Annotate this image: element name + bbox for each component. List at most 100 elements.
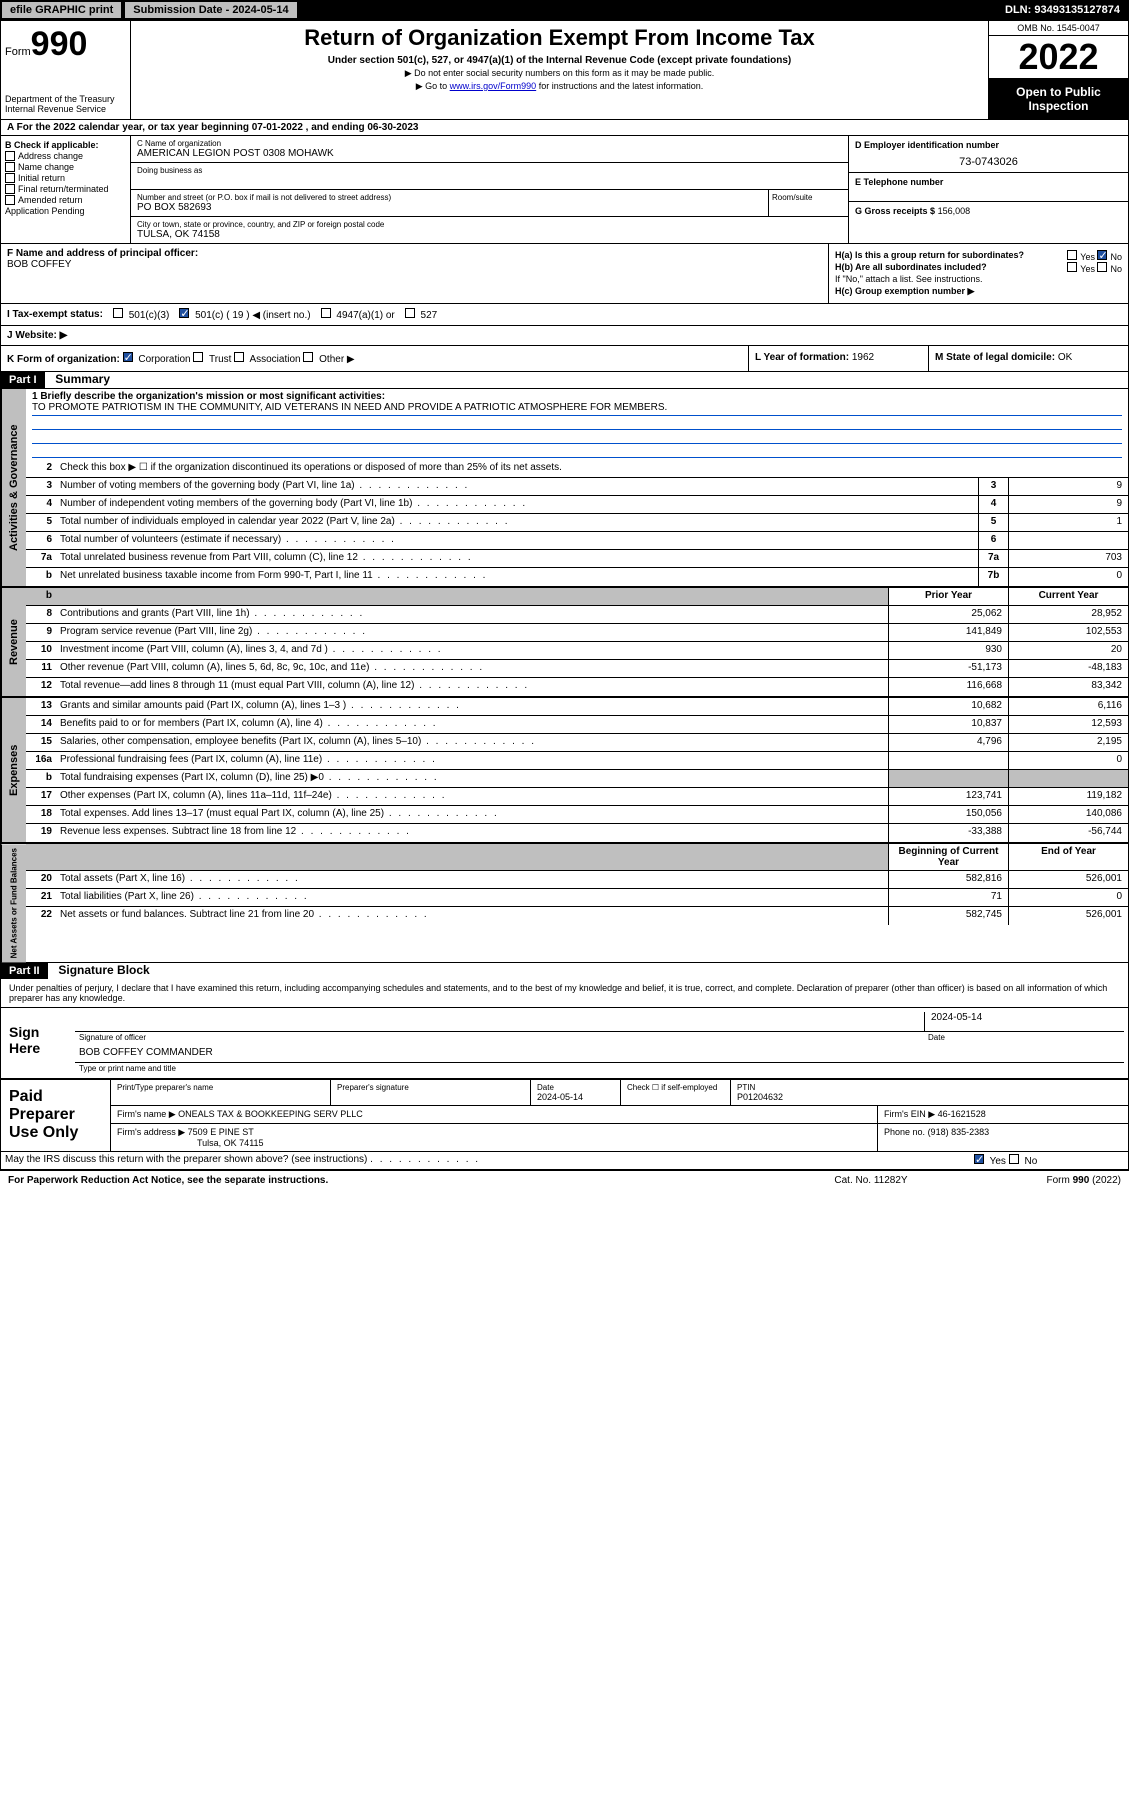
box-f-label: F Name and address of principal officer: (7, 248, 822, 259)
firm-ein-label: Firm's EIN ▶ (884, 1109, 935, 1119)
firm-addr-label: Firm's address ▶ (117, 1127, 185, 1137)
officer-name-title: BOB COFFEY COMMANDER (75, 1043, 217, 1062)
prior-year-head: Prior Year (888, 588, 1008, 605)
prep-sig-label: Preparer's signature (337, 1083, 524, 1092)
chk-4947[interactable] (321, 308, 331, 318)
summary-row: 13Grants and similar amounts paid (Part … (26, 698, 1128, 716)
paid-preparer-label: Paid Preparer Use Only (1, 1080, 111, 1151)
discuss-question: May the IRS discuss this return with the… (5, 1154, 367, 1165)
hb-yes-lbl: Yes (1080, 264, 1095, 274)
prep-date: 2024-05-14 (537, 1092, 614, 1102)
summary-row: 22Net assets or fund balances. Subtract … (26, 907, 1128, 925)
form-label: Form (5, 46, 31, 58)
discuss-no[interactable] (1009, 1154, 1019, 1164)
summary-row: 19Revenue less expenses. Subtract line 1… (26, 824, 1128, 842)
summary-row: 16aProfessional fundraising fees (Part I… (26, 752, 1128, 770)
submission-date: Submission Date - 2024-05-14 (124, 1, 297, 19)
declaration-text: Under penalties of perjury, I declare th… (1, 979, 1128, 1008)
firm-name-label: Firm's name ▶ (117, 1109, 176, 1119)
boxes-d-e-g: D Employer identification number 73-0743… (848, 136, 1128, 243)
lbl-4947: 4947(a)(1) or (336, 310, 394, 321)
lbl-final-return: Final return/terminated (18, 184, 109, 194)
chk-501c[interactable] (179, 308, 189, 318)
dln: DLN: 93493135127874 (997, 2, 1128, 18)
hb-no[interactable] (1097, 262, 1107, 272)
chk-address-change[interactable] (5, 151, 15, 161)
firm-name: ONEALS TAX & BOOKKEEPING SERV PLLC (178, 1109, 363, 1119)
lbl-app-pending: Application Pending (5, 206, 85, 216)
box-m-label: M State of legal domicile: (935, 352, 1055, 363)
part-ii: Part II Signature Block Under penalties … (1, 963, 1128, 1169)
ptin-value: P01204632 (737, 1092, 1122, 1102)
form-990: Form990 Department of the Treasury Inter… (0, 20, 1129, 1170)
chk-corp[interactable] (123, 352, 133, 362)
ein-label: D Employer identification number (855, 140, 1122, 150)
chk-501c3[interactable] (113, 308, 123, 318)
instructions-link-line: ▶ Go to www.irs.gov/Form990 for instruct… (139, 81, 980, 92)
lbl-527: 527 (421, 310, 438, 321)
period-label: A For the 2022 calendar year, or tax yea… (7, 122, 252, 133)
irs-link[interactable]: www.irs.gov/Form990 (450, 81, 537, 91)
officer-name: BOB COFFEY (7, 259, 822, 270)
link-post: for instructions and the latest informat… (536, 81, 703, 91)
period-begin: 07-01-2022 (252, 122, 303, 133)
part-ii-title: Signature Block (50, 961, 157, 979)
chk-final-return[interactable] (5, 184, 15, 194)
efile-print-button[interactable]: efile GRAPHIC print (1, 1, 122, 19)
period-mid: , and ending (306, 122, 368, 133)
box-b: B Check if applicable: Address change Na… (1, 136, 131, 243)
ptin-label: PTIN (737, 1083, 1122, 1092)
sig-date-label: Date (924, 1032, 1124, 1043)
lbl-501c: 501(c) ( 19 ) ◀ (insert no.) (195, 310, 311, 321)
ha-no-lbl: No (1110, 252, 1122, 262)
box-k-label: K Form of organization: (7, 354, 120, 365)
lbl-name-change: Name change (18, 162, 74, 172)
tax-period-row: A For the 2022 calendar year, or tax yea… (1, 120, 1128, 136)
gross-receipts-value: 156,008 (938, 206, 971, 216)
period-end: 06-30-2023 (367, 122, 418, 133)
form-header: Form990 Department of the Treasury Inter… (1, 21, 1128, 120)
ssn-note: ▶ Do not enter social security numbers o… (139, 68, 980, 79)
vtab-expenses: Expenses (1, 698, 26, 842)
hb-yes[interactable] (1067, 262, 1077, 272)
check-self-employed: Check ☐ if self-employed (627, 1083, 724, 1092)
box-i: I Tax-exempt status: 501(c)(3) 501(c) ( … (1, 304, 1128, 326)
summary-row: 8Contributions and grants (Part VIII, li… (26, 606, 1128, 624)
part-i-title: Summary (47, 370, 118, 388)
form-id-block: Form990 Department of the Treasury Inter… (1, 21, 131, 119)
prep-date-label: Date (537, 1083, 614, 1092)
prep-name-label: Print/Type preparer's name (117, 1083, 324, 1092)
hb-note: If "No," attach a list. See instructions… (835, 274, 1122, 284)
chk-name-change[interactable] (5, 162, 15, 172)
summary-row: 3Number of voting members of the governi… (26, 478, 1128, 496)
q1-mission: 1 Briefly describe the organization's mi… (26, 389, 1128, 460)
q1-label: 1 Briefly describe the organization's mi… (32, 391, 1122, 402)
ha-yes[interactable] (1067, 250, 1077, 260)
box-c: C Name of organization AMERICAN LEGION P… (131, 136, 848, 243)
chk-amended[interactable] (5, 195, 15, 205)
header-right-block: OMB No. 1545-0047 2022 Open to Public In… (988, 21, 1128, 119)
room-suite: Room/suite (768, 190, 848, 216)
chk-assoc[interactable] (234, 352, 244, 362)
dba-label: Doing business as (137, 166, 842, 175)
paid-preparer-section: Paid Preparer Use Only Print/Type prepar… (1, 1079, 1128, 1151)
type-name-label: Type or print name and title (75, 1063, 1124, 1074)
open-public-badge: Open to Public Inspection (989, 79, 1128, 119)
chk-initial-return[interactable] (5, 173, 15, 183)
chk-other[interactable] (303, 352, 313, 362)
discuss-no-lbl: No (1025, 1156, 1038, 1167)
chk-527[interactable] (405, 308, 415, 318)
chk-trust[interactable] (193, 352, 203, 362)
summary-row: bTotal fundraising expenses (Part IX, co… (26, 770, 1128, 788)
q1-value: TO PROMOTE PATRIOTISM IN THE COMMUNITY, … (32, 402, 1122, 416)
form-subtitle: Under section 501(c), 527, or 4947(a)(1)… (139, 55, 980, 66)
discuss-yes[interactable] (974, 1154, 984, 1164)
dept-treasury: Department of the Treasury (5, 94, 126, 104)
part-i: Part I Summary Activities & Governance 1… (1, 372, 1128, 963)
ha-no[interactable] (1097, 250, 1107, 260)
phone-label: E Telephone number (855, 177, 1122, 187)
lbl-corp: Corporation (138, 354, 190, 365)
firm-addr1: 7509 E PINE ST (188, 1127, 254, 1137)
summary-row: 6Total number of volunteers (estimate if… (26, 532, 1128, 550)
org-name: AMERICAN LEGION POST 0308 MOHAWK (137, 148, 842, 159)
